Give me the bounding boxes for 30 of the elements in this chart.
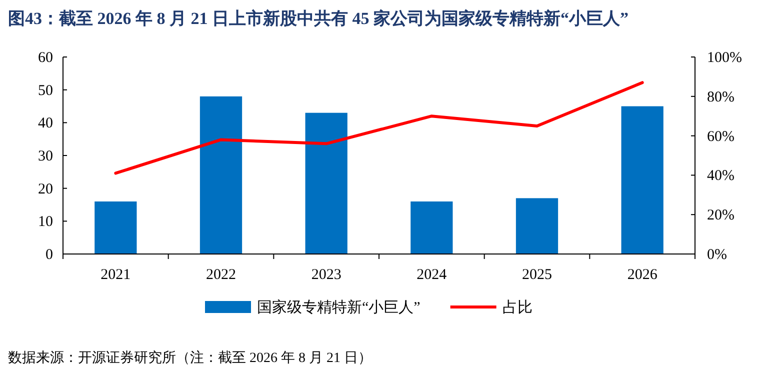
y-tick-label: 10: [38, 214, 53, 230]
x-tick-label: 2022: [206, 267, 236, 283]
y2-tick-label: 40%: [707, 168, 734, 184]
y-tick-label: 0: [46, 247, 53, 263]
bar: [305, 112, 348, 254]
x-tick-label: 2023: [311, 267, 342, 283]
bar: [621, 106, 664, 254]
x-tick-label: 2024: [416, 267, 448, 283]
x-tick-label: 2021: [100, 267, 131, 283]
legend-label: 占比: [502, 299, 532, 316]
legend-label: 国家级专精特新“小巨人”: [257, 299, 420, 316]
y-tick-label: 40: [38, 116, 53, 132]
bar: [200, 96, 242, 254]
y2-tick-label: 100%: [707, 50, 742, 66]
chart-title: 图43：截至 2026 年 8 月 21 日上市新股中共有 45 家公司为国家级专精特新“小巨人”: [8, 9, 628, 28]
y2-tick-label: 20%: [707, 208, 734, 224]
bar: [516, 198, 558, 254]
source-note: 数据来源：开源证券研究所（注：截至 2026 年 8 月 21 日）: [8, 350, 372, 366]
y2-tick-label: 80%: [707, 89, 734, 106]
y-tick-label: 50: [38, 82, 53, 99]
y-tick-label: 60: [38, 50, 53, 66]
bar: [410, 201, 453, 254]
y2-tick-label: 0%: [707, 247, 727, 263]
x-tick-label: 2025: [522, 267, 552, 283]
x-tick-label: 2026: [627, 267, 658, 283]
y-tick-label: 20: [38, 181, 53, 198]
line-series: [114, 81, 644, 175]
bar: [94, 201, 137, 254]
y2-tick-label: 60%: [707, 128, 734, 145]
y-tick-label: 30: [38, 148, 53, 164]
